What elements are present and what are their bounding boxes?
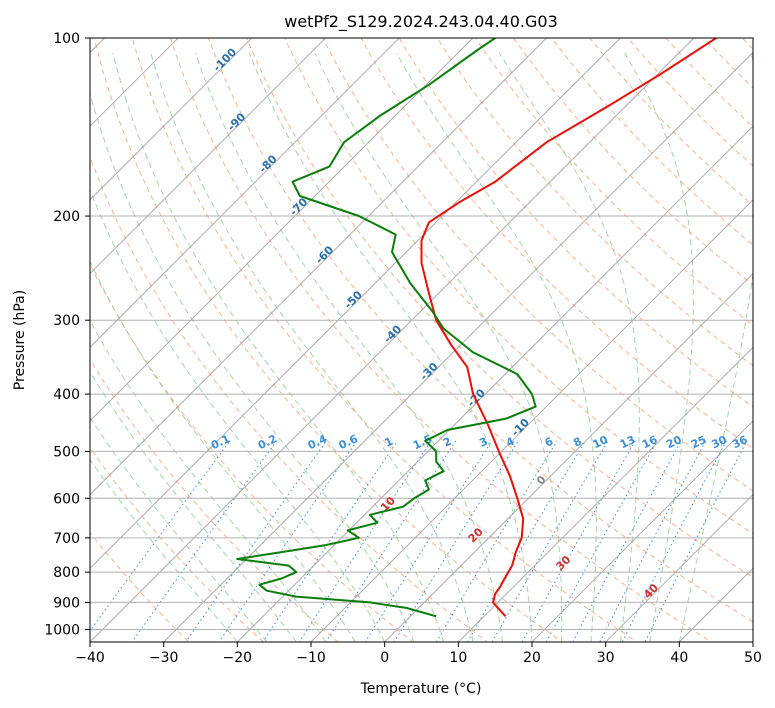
mixing-ratio-label: 13 <box>618 433 637 451</box>
temperature-profile-line <box>420 38 717 617</box>
mixing-ratio-label: 36 <box>730 433 750 451</box>
isotherm-line <box>90 38 621 570</box>
mixing-ratio-line <box>131 440 278 642</box>
moist-adiabats <box>90 52 753 642</box>
y-tick-label: 500 <box>53 444 80 460</box>
mixing-ratio-line <box>185 440 327 642</box>
x-tick-label: −10 <box>296 650 326 666</box>
dry-adiabat <box>398 38 753 408</box>
y-axis-title: Pressure (hPa) <box>12 290 28 390</box>
moist-adiabat <box>396 52 597 642</box>
mixing-ratio-line <box>599 440 707 642</box>
y-tick-label: 600 <box>53 491 80 507</box>
isotherm-line <box>90 38 474 422</box>
x-tick-label: −20 <box>223 650 253 666</box>
mixing-ratio-line <box>644 440 748 642</box>
mixing-ratio-line <box>393 440 519 642</box>
dry-adiabat <box>436 38 753 367</box>
chart-title: wetPf2_S129.2024.243.04.40.G03 <box>284 12 558 32</box>
mixing-ratio-label: 25 <box>689 433 708 451</box>
y-axis-ticks: 1000 900 800 700 600 500 400 300 200 100 <box>44 31 90 638</box>
x-tick-label: −40 <box>75 650 105 666</box>
y-tick-label: 800 <box>53 565 80 581</box>
x-tick-label: 40 <box>670 650 688 666</box>
mixing-ratio-lines <box>90 440 748 642</box>
mixing-ratio-line <box>621 440 727 642</box>
x-tick-label: 10 <box>449 650 467 666</box>
y-tick-label: 900 <box>53 595 80 611</box>
moist-adiabat <box>90 319 327 642</box>
isotherm-line <box>90 38 253 201</box>
mixing-ratio-line <box>545 440 658 642</box>
y-tick-label: 1000 <box>44 622 80 638</box>
moist-adiabat <box>90 416 268 642</box>
mixing-ratio-line <box>435 440 558 642</box>
moist-adiabat <box>150 52 474 642</box>
isotherm-line <box>90 38 695 642</box>
y-tick-label: 200 <box>53 209 80 225</box>
moist-adiabat <box>90 370 297 642</box>
isotherm-line <box>90 38 400 348</box>
moist-adiabat <box>498 52 640 642</box>
x-tick-label: 20 <box>523 650 541 666</box>
moist-adiabat <box>90 260 356 642</box>
moist-adiabat <box>90 188 386 642</box>
isotherm-line <box>457 346 753 642</box>
plot-area: -100-90-80-70-60-50-40-30-20-1000.1 0.2 0.… <box>90 38 753 642</box>
mixing-ratio-line <box>572 440 682 642</box>
dry-adiabat <box>169 38 713 642</box>
y-tick-label: 100 <box>53 31 80 47</box>
y-tick-label: 400 <box>53 387 80 403</box>
x-axis-ticks: −40 −30 −20 −10 0 10 20 30 40 50 <box>75 642 762 666</box>
isotherm-line <box>383 272 753 642</box>
profile-series <box>236 38 717 618</box>
x-tick-label: 50 <box>744 650 762 666</box>
dry-adiabat <box>93 38 564 642</box>
dry-adiabat <box>90 446 265 642</box>
isotherm-line <box>90 38 548 496</box>
dry-adiabat <box>360 38 753 450</box>
mixing-ratio-label: 30 <box>710 433 730 451</box>
dewpoint-profile-line <box>236 38 537 618</box>
dry-adiabat <box>246 38 753 578</box>
isotherm-line <box>90 38 327 275</box>
mixing-ratio-label: 10 <box>591 433 611 451</box>
x-tick-label: −30 <box>149 650 179 666</box>
moist-adiabat <box>90 458 238 642</box>
dry-adiabat <box>284 38 753 535</box>
dry-adiabat <box>551 38 753 246</box>
mixing-ratio-line <box>364 440 493 642</box>
dry-adiabat <box>322 38 753 492</box>
moist-adiabat <box>112 52 445 642</box>
pressure-gridlines <box>90 38 753 630</box>
isotherms <box>90 38 753 642</box>
isotherm-line <box>531 420 753 642</box>
isotherm-line <box>236 125 753 642</box>
mixing-ratio-line <box>298 440 432 642</box>
y-tick-label: 700 <box>53 531 80 547</box>
moist-adiabat <box>248 52 533 642</box>
dry-adiabat <box>90 155 489 642</box>
isotherm-line <box>310 199 753 642</box>
moist-adiabat <box>90 91 415 642</box>
moist-adiabat <box>314 52 563 642</box>
plot-frame <box>89 37 754 643</box>
x-axis-title: Temperature (°C) <box>360 681 482 697</box>
isotherm-line <box>604 493 753 642</box>
x-tick-label: 0 <box>380 650 389 666</box>
mixing-ratio-label: 20 <box>664 433 684 451</box>
isotherm-line <box>162 51 753 642</box>
y-tick-label: 300 <box>53 313 80 329</box>
dry-adiabat <box>512 38 753 286</box>
moist-adiabat <box>678 52 753 642</box>
mixing-ratio-label: 16 <box>640 433 660 451</box>
moist-adiabat <box>195 52 503 642</box>
moist-adiabat <box>624 52 694 642</box>
x-tick-label: 30 <box>597 650 615 666</box>
dry-adiabat <box>207 38 753 623</box>
dry-adiabat <box>589 38 753 207</box>
